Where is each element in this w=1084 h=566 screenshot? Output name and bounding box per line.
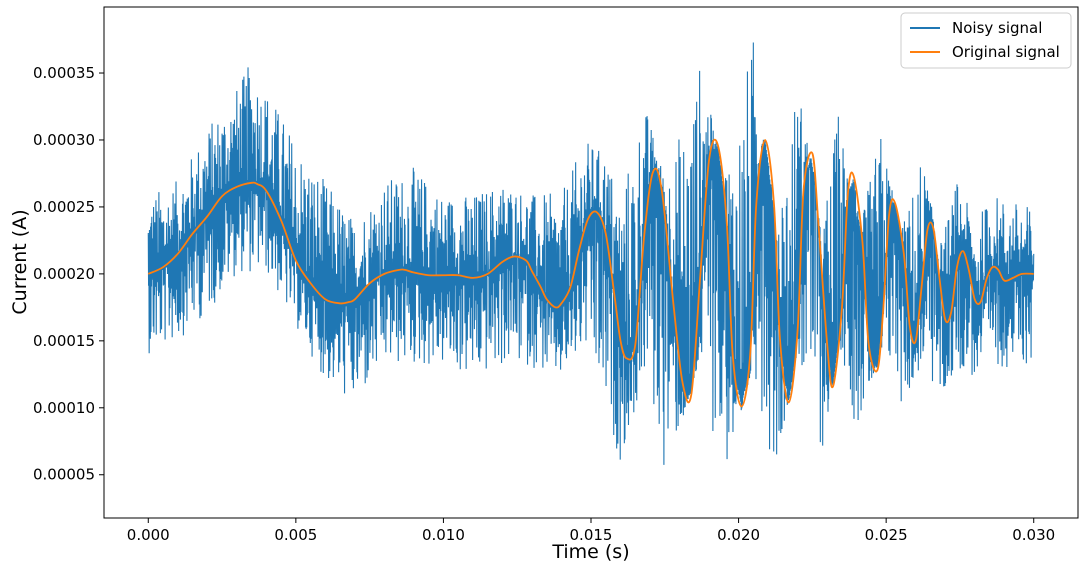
legend: Noisy signal Original signal xyxy=(900,12,1072,69)
x-axis-label: Time (s) xyxy=(551,541,629,563)
x-tick-label: 0.015 xyxy=(570,526,613,544)
y-tick-label: 0.00015 xyxy=(33,332,95,350)
x-axis: 0.000 0.005 0.010 0.015 0.020 0.025 0.030 xyxy=(127,518,1055,544)
original-signal-line xyxy=(147,138,1034,408)
x-tick-label: 0.000 xyxy=(127,526,170,544)
y-tick-label: 0.00025 xyxy=(33,198,95,216)
x-tick-label: 0.005 xyxy=(274,526,317,544)
x-tick-label: 0.030 xyxy=(1012,526,1055,544)
legend-label-original-signal: Original signal xyxy=(952,43,1060,61)
x-tick-label: 0.025 xyxy=(865,526,908,544)
x-tick-label: 0.010 xyxy=(422,526,465,544)
y-axis-label: Current (A) xyxy=(9,209,31,314)
y-tick-label: 0.00010 xyxy=(33,399,95,417)
y-tick-label: 0.00005 xyxy=(33,466,95,484)
y-axis: 0.00005 0.00010 0.00015 0.00020 0.00025 0.000… xyxy=(33,64,104,484)
legend-box xyxy=(900,12,1072,69)
legend-label-noisy-signal: Noisy signal xyxy=(952,19,1042,37)
y-tick-label: 0.00030 xyxy=(33,131,95,149)
x-tick-label: 0.020 xyxy=(717,526,760,544)
original-signal-series xyxy=(147,138,1034,408)
y-tick-label: 0.00035 xyxy=(33,64,95,82)
y-tick-label: 0.00020 xyxy=(33,265,95,283)
plot-area xyxy=(147,42,1035,465)
